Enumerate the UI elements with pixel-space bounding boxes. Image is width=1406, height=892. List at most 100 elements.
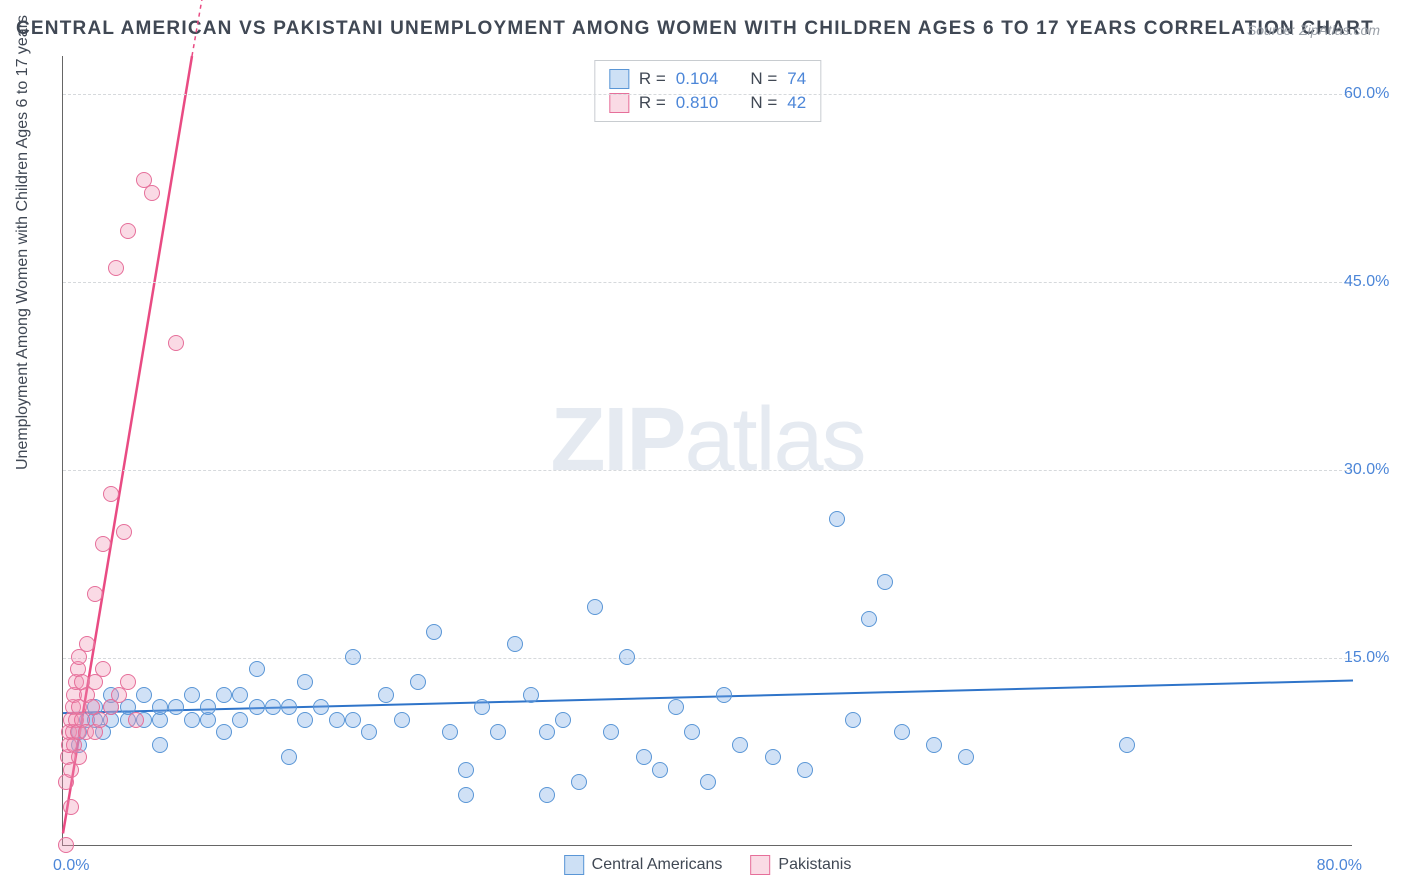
- legend-item-0: Central Americans: [564, 855, 723, 875]
- source-label: Source: ZipAtlas.com: [1247, 22, 1380, 38]
- data-point: [958, 749, 974, 765]
- data-point: [861, 611, 877, 627]
- data-point: [700, 774, 716, 790]
- data-point: [845, 712, 861, 728]
- x-tick-max: 80.0%: [1317, 857, 1362, 875]
- data-point: [168, 335, 184, 351]
- data-point: [136, 687, 152, 703]
- data-point: [63, 799, 79, 815]
- data-point: [1119, 737, 1135, 753]
- r-label: R =: [639, 93, 666, 113]
- n-label: N =: [750, 93, 777, 113]
- data-point: [232, 712, 248, 728]
- data-point: [103, 486, 119, 502]
- data-point: [507, 636, 523, 652]
- r-value-0: 0.104: [676, 69, 719, 89]
- legend-item-1: Pakistanis: [750, 855, 851, 875]
- r-value-1: 0.810: [676, 93, 719, 113]
- data-point: [329, 712, 345, 728]
- gridline: [63, 658, 1352, 659]
- plot-area: ZIPatlas R = 0.104 N = 74 R = 0.810 N = …: [62, 56, 1352, 846]
- data-point: [668, 699, 684, 715]
- data-point: [281, 749, 297, 765]
- data-point: [108, 260, 124, 276]
- data-point: [216, 687, 232, 703]
- data-point: [58, 837, 74, 853]
- data-point: [458, 787, 474, 803]
- swatch-0: [609, 69, 629, 89]
- data-point: [345, 649, 361, 665]
- y-tick-label: 45.0%: [1344, 273, 1404, 291]
- swatch-1: [609, 93, 629, 113]
- data-point: [877, 574, 893, 590]
- x-tick-min: 0.0%: [53, 857, 89, 875]
- data-point: [249, 661, 265, 677]
- data-point: [297, 674, 313, 690]
- data-point: [152, 737, 168, 753]
- y-tick-label: 30.0%: [1344, 461, 1404, 479]
- data-point: [474, 699, 490, 715]
- data-point: [523, 687, 539, 703]
- data-point: [216, 724, 232, 740]
- n-value-1: 42: [787, 93, 806, 113]
- data-point: [684, 724, 700, 740]
- data-point: [636, 749, 652, 765]
- data-point: [345, 712, 361, 728]
- data-point: [394, 712, 410, 728]
- data-point: [79, 636, 95, 652]
- data-point: [71, 749, 87, 765]
- r-label: R =: [639, 69, 666, 89]
- legend-swatch-0: [564, 855, 584, 875]
- data-point: [458, 762, 474, 778]
- data-point: [184, 712, 200, 728]
- data-point: [765, 749, 781, 765]
- data-point: [313, 699, 329, 715]
- gridline: [63, 470, 1352, 471]
- data-point: [232, 687, 248, 703]
- data-point: [652, 762, 668, 778]
- legend-swatch-1: [750, 855, 770, 875]
- data-point: [168, 699, 184, 715]
- gridline: [63, 282, 1352, 283]
- data-point: [442, 724, 458, 740]
- data-point: [281, 699, 297, 715]
- data-point: [571, 774, 587, 790]
- data-point: [361, 724, 377, 740]
- data-point: [87, 586, 103, 602]
- data-point: [297, 712, 313, 728]
- data-point: [95, 661, 111, 677]
- data-point: [152, 699, 168, 715]
- data-point: [716, 687, 732, 703]
- data-point: [184, 687, 200, 703]
- data-point: [603, 724, 619, 740]
- data-point: [426, 624, 442, 640]
- data-point: [120, 223, 136, 239]
- data-point: [144, 185, 160, 201]
- data-point: [265, 699, 281, 715]
- data-point: [732, 737, 748, 753]
- n-value-0: 74: [787, 69, 806, 89]
- chart-title: CENTRAL AMERICAN VS PAKISTANI UNEMPLOYME…: [16, 18, 1374, 40]
- data-point: [116, 524, 132, 540]
- stats-row-0: R = 0.104 N = 74: [609, 67, 806, 91]
- data-point: [926, 737, 942, 753]
- stats-legend: R = 0.104 N = 74 R = 0.810 N = 42: [594, 60, 821, 122]
- y-axis-label: Unemployment Among Women with Children A…: [14, 15, 32, 470]
- y-tick-label: 60.0%: [1344, 85, 1404, 103]
- data-point: [92, 712, 108, 728]
- y-tick-label: 15.0%: [1344, 649, 1404, 667]
- data-point: [95, 536, 111, 552]
- data-point: [539, 787, 555, 803]
- data-point: [410, 674, 426, 690]
- data-point: [120, 674, 136, 690]
- data-point: [587, 599, 603, 615]
- data-point: [619, 649, 635, 665]
- data-point: [249, 699, 265, 715]
- data-point: [797, 762, 813, 778]
- data-point: [894, 724, 910, 740]
- data-point: [128, 712, 144, 728]
- data-point: [829, 511, 845, 527]
- gridline: [63, 94, 1352, 95]
- trend-lines: [63, 56, 1352, 845]
- data-point: [490, 724, 506, 740]
